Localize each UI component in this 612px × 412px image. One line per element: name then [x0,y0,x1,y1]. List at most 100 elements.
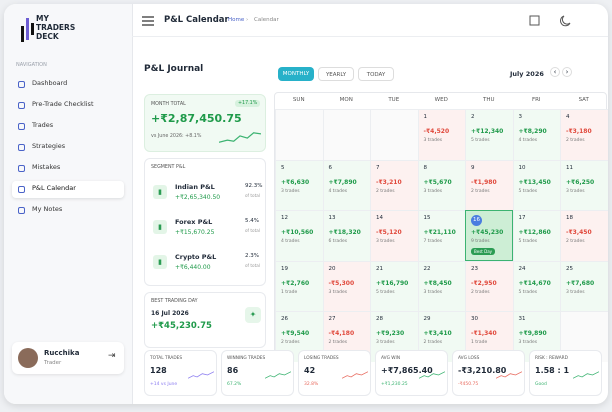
sparkline [496,371,522,379]
segment-value: +₹6,440.00 [175,264,211,271]
nav-icon [18,186,25,193]
sparkline [342,371,368,379]
day-trades: 5 trades [518,289,538,295]
day-cell[interactable]: 11 +₹6,250 3 trades [560,159,608,210]
sparkline [265,371,291,379]
segment-name: Indian P&L [175,183,215,191]
day-cell[interactable]: 18 -₹3,450 2 trades [560,210,608,261]
day-trades: 3 trades [566,289,585,295]
day-pnl: +₹6,250 [566,178,595,186]
day-trades: 2 trades [328,340,348,345]
day-number: 3 [518,114,523,120]
day-pnl: -₹1,340 [471,330,497,337]
month-nav[interactable]: › [562,67,572,77]
view-button[interactable]: TODAY [358,67,394,81]
weekday: MON [339,97,353,103]
day-cell[interactable]: 23 -₹2,950 2 trades [465,260,513,311]
day-number: 16 [471,215,482,226]
day-trades: 5 trades [518,239,538,244]
day-pnl: +₹8,290 [518,128,547,135]
day-cell[interactable]: 14 -₹5,120 3 trades [370,210,418,261]
empty-cell [370,109,418,160]
day-cell[interactable]: 7 -₹3,210 2 trades [370,159,418,210]
stat-sub: 32.8% [304,382,319,387]
day-cell[interactable]: 2 +₹12,340 5 trades [465,109,513,160]
day-pnl: +₹3,410 [423,330,452,337]
sparkline [419,371,445,379]
day-trades: 1 trade [471,340,488,345]
day-number: 18 [566,215,573,221]
day-cell[interactable]: 3 +₹8,290 4 trades [512,109,560,160]
day-cell[interactable]: 12 +₹10,560 4 trades [275,210,323,261]
day-cell[interactable]: 19 +₹2,760 1 trade [275,260,323,311]
month-nav[interactable]: ‹ [550,67,560,77]
label: BEST TRADING DAY [151,299,198,304]
day-cell[interactable]: 25 +₹7,680 3 trades [560,260,608,311]
user-card: Rucchika Trader ⇥ [12,342,124,374]
nav-item[interactable]: My Notes [12,202,124,219]
day-cell[interactable]: 4 -₹3,180 2 trades [560,109,608,160]
day-pnl: +₹9,890 [518,330,547,337]
day-trades: 3 trades [566,188,585,194]
day-cell[interactable]: 24 +₹14,670 5 trades [512,260,560,311]
day-cell[interactable]: 8 +₹5,670 3 trades [417,159,465,210]
best-date: 16 Jul 2026 [151,310,189,317]
header-icons[interactable] [528,14,588,28]
day-number: 6 [328,164,333,171]
day-cell[interactable]: 22 +₹8,450 3 trades [417,260,465,311]
day-cell[interactable]: 21 +₹16,790 5 trades [370,260,418,311]
day-cell[interactable]: 10 +₹13,450 5 trades [512,159,560,210]
nav-label: Mistakes [32,163,61,171]
day-cell[interactable]: 5 +₹6,630 3 trades [275,159,323,210]
day-number: 23 [471,265,478,272]
nav-icon [18,102,25,109]
day-trades: 5 trades [518,188,538,194]
segment-icon: ▮ [153,220,167,234]
weekday: WED [434,97,448,103]
nav-icon [18,123,25,130]
nav-icon [18,81,25,88]
nav-item[interactable]: P&L Calendar [12,181,124,198]
day-pnl: -₹1,980 [471,178,497,186]
day-trades: 3 trades [423,188,443,194]
nav-item[interactable]: Dashboard [12,76,124,93]
day-trades: 2 trades [566,138,585,143]
day-pnl: -₹3,450 [566,229,592,236]
stat-card: RISK : REWARD 1.58 : 1 Good [529,350,602,396]
day-cell[interactable]: 13 +₹18,320 6 trades [322,210,370,261]
logout-button[interactable]: ⇥ [108,351,116,361]
view-button[interactable]: YEARLY [318,67,354,81]
day-number: 1 [423,114,428,120]
app-window: MY TRADERS DECK NAVIGATION Dashboard Pre-Tr… [4,4,608,404]
day-cell[interactable]: 20 -₹5,300 3 trades [322,260,370,311]
nav-item[interactable]: Strategies [12,139,124,156]
month-label: July 2026 [510,70,544,78]
day-trades: 9 trades [471,239,490,244]
day-cell[interactable]: 16 +₹45,230 9 trades Best Day [465,210,513,261]
breadcrumb-sep: › [246,17,249,23]
journal-title: P&L Journal [144,64,204,74]
stat-value: 42 [304,366,316,375]
label: MONTH TOTAL [151,102,186,107]
compare: vs June 2026: +8.1% [151,134,202,139]
segment-name: Crypto P&L [175,253,217,261]
day-cell[interactable]: 6 +₹7,890 4 trades [322,159,370,210]
stat-card: AVG WIN +₹7,865.40 +₹1,230.25 [375,350,448,396]
breadcrumb-home[interactable]: Home [228,17,245,23]
day-cell[interactable]: 9 -₹1,980 2 trades [465,159,513,210]
view-button[interactable]: MONTHLY [278,67,314,81]
day-cell[interactable]: 17 +₹12,860 5 trades [512,210,560,261]
segment-share: 92.3% [245,183,263,189]
menu-icon[interactable] [142,16,154,26]
day-pnl: +₹7,890 [328,178,357,186]
best-badge: Best Day [471,248,496,255]
nav-item[interactable]: Mistakes [12,160,124,177]
nav-item[interactable]: Trades [12,118,124,135]
day-cell[interactable]: 15 +₹21,110 7 trades [417,210,465,261]
day-number: 8 [423,164,428,171]
nav-item[interactable]: Pre-Trade Checklist [12,97,124,114]
day-trades: 3 trades [518,340,538,345]
day-cell[interactable]: 1 -₹4,520 3 trades [417,109,465,160]
day-pnl: +₹2,760 [281,279,310,287]
nav-icon [18,165,25,172]
